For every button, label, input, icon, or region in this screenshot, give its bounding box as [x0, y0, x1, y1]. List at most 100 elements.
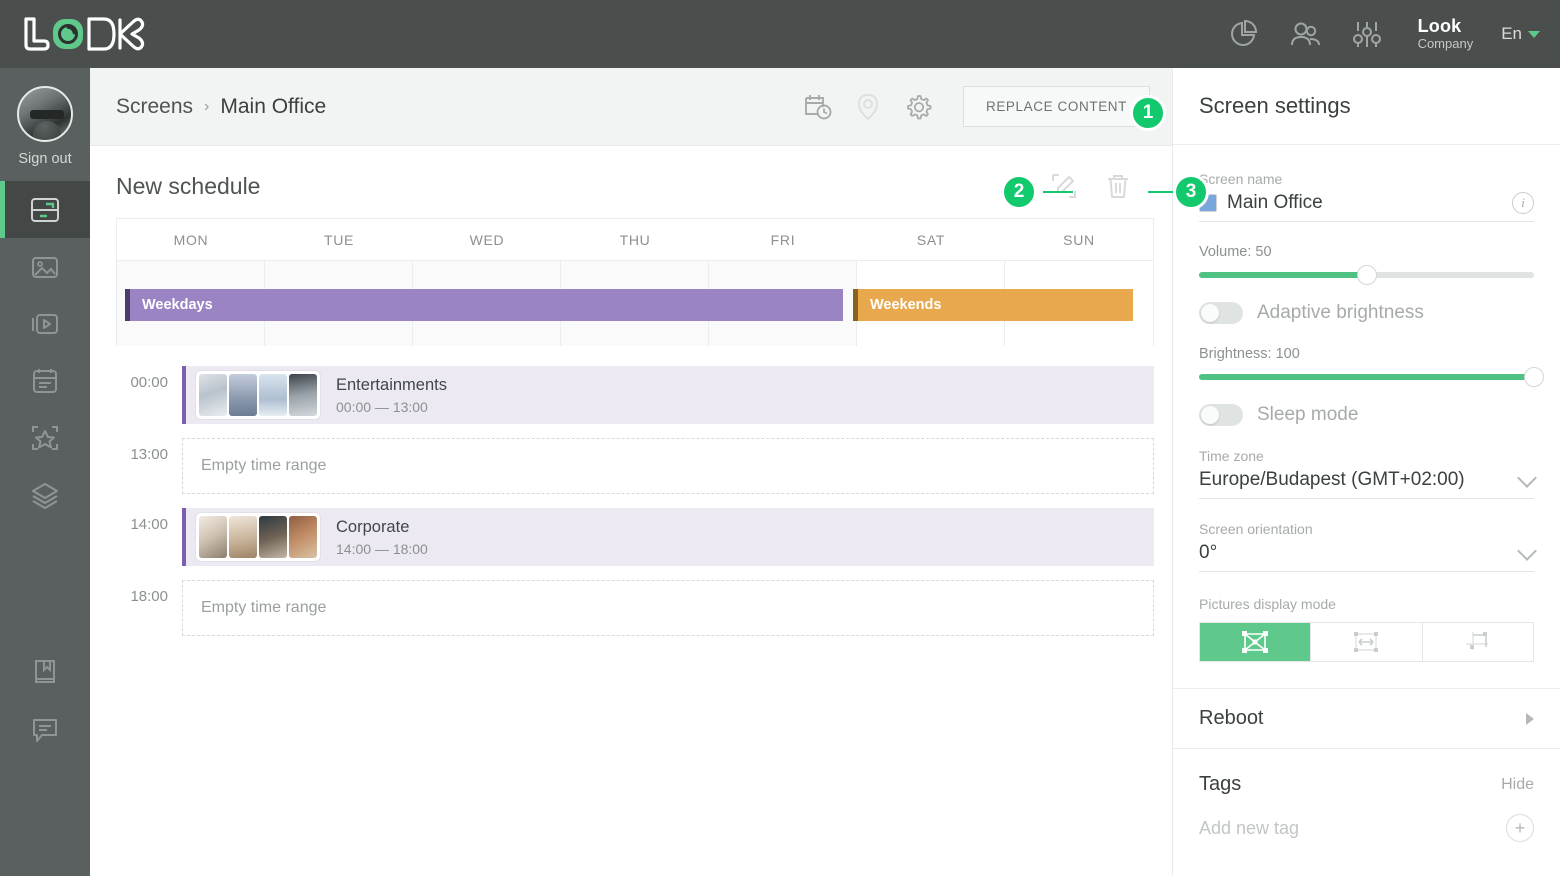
mode-stretch-button[interactable] — [1200, 623, 1312, 661]
orientation-value: 0° — [1199, 542, 1218, 563]
mode-fit-width-button[interactable] — [1311, 623, 1423, 661]
sidebar-item-apps[interactable] — [0, 409, 90, 466]
breadcrumb-separator: › — [204, 97, 210, 115]
thumbnail — [229, 516, 257, 558]
book-icon — [35, 659, 55, 683]
timeline-body: Entertainments 00:00 — 13:00 — [182, 366, 1154, 424]
volume-block: Volume: 50 — [1199, 244, 1534, 285]
brightness-slider-knob[interactable] — [1524, 367, 1544, 387]
badge-3-line — [1148, 191, 1180, 193]
avatar[interactable] — [17, 86, 73, 142]
content-meta: Entertainments 00:00 — 13:00 — [336, 376, 447, 415]
content-name: Entertainments — [336, 375, 447, 394]
volume-slider-knob[interactable] — [1356, 265, 1377, 285]
sidebar-item-guide[interactable] — [0, 643, 90, 700]
screen-settings-panel: Screen settings Screen name Main Office … — [1172, 68, 1560, 876]
calendar-clock-icon[interactable] — [803, 92, 833, 122]
orientation-block: Screen orientation 0° — [1199, 521, 1537, 572]
brightness-label: Brightness: 100 — [1199, 346, 1300, 362]
language-selector[interactable]: En — [1501, 24, 1540, 44]
week-calendar: MON TUE WED THU FRI SAT SUN Weekday — [116, 218, 1154, 346]
schedule-actions — [1050, 172, 1146, 200]
screen-name-field[interactable]: Main Office i — [1199, 192, 1534, 222]
image-icon — [32, 256, 58, 278]
toggle-switch[interactable] — [1199, 302, 1243, 324]
sleep-mode-label: Sleep mode — [1257, 404, 1359, 425]
content-time-range: 14:00 — 18:00 — [336, 540, 428, 557]
delete-trash-icon[interactable] — [1104, 172, 1132, 200]
screen-settings-body: Screen name Main Office i Volume: 50 Ada… — [1173, 145, 1560, 662]
edit-pencil-icon[interactable] — [1050, 172, 1078, 200]
thumbnail — [229, 374, 257, 416]
timeline-row: 13:00 Empty time range — [116, 438, 1154, 494]
gear-icon[interactable] — [903, 92, 933, 122]
screen-name-input[interactable]: Main Office — [1227, 192, 1323, 213]
reboot-section[interactable]: Reboot — [1173, 689, 1560, 749]
content-card-corporate[interactable]: Corporate 14:00 — 18:00 — [182, 508, 1154, 566]
adaptive-brightness-toggle[interactable]: Adaptive brightness — [1199, 302, 1534, 324]
analytics-icon[interactable] — [1226, 17, 1260, 51]
empty-time-range-slot[interactable]: Empty time range — [182, 438, 1154, 494]
timezone-value: Europe/Budapest (GMT+02:00) — [1199, 469, 1465, 490]
sliders-icon[interactable] — [1350, 17, 1384, 51]
volume-label: Volume: 50 — [1199, 244, 1272, 260]
chevron-right-icon — [1526, 712, 1534, 725]
timezone-label: Time zone — [1199, 448, 1264, 464]
mode-crop-button[interactable] — [1422, 623, 1533, 661]
sidebar-item-layers[interactable] — [0, 466, 90, 523]
brightness-slider[interactable] — [1199, 367, 1544, 387]
star-frame-icon — [32, 425, 58, 450]
users-icon[interactable] — [1288, 17, 1322, 51]
timezone-select[interactable]: Europe/Budapest (GMT+02:00) — [1199, 467, 1537, 499]
timeline-body: Corporate 14:00 — 18:00 — [182, 508, 1154, 566]
top-bar: Look Company En — [0, 0, 1560, 68]
thumbnail — [259, 516, 287, 558]
day-header-sun: SUN — [1063, 231, 1095, 248]
badge-2-line — [1043, 191, 1073, 193]
volume-slider[interactable] — [1199, 265, 1534, 285]
breadcrumb-root[interactable]: Screens — [116, 94, 194, 118]
orientation-select[interactable]: 0° — [1199, 540, 1537, 572]
day-header-mon: MON — [173, 231, 209, 248]
screen-icon — [31, 197, 59, 222]
location-pin-icon[interactable] — [853, 92, 883, 122]
chevron-down-icon — [1517, 540, 1537, 561]
add-tag-plus-icon[interactable]: + — [1506, 814, 1534, 842]
tags-hide-button[interactable]: Hide — [1501, 775, 1534, 793]
sleep-mode-toggle[interactable]: Sleep mode — [1199, 404, 1534, 426]
event-bar-weekends[interactable]: Weekends — [853, 289, 1133, 321]
sign-out-label[interactable]: Sign out — [18, 151, 72, 167]
content-card-entertainments[interactable]: Entertainments 00:00 — 13:00 — [182, 366, 1154, 424]
schedule-timeline: 00:00 Entertainments 00:00 — 13:00 — [116, 366, 1154, 636]
day-header-fri: FRI — [770, 231, 796, 248]
add-tag-input[interactable]: Add new tag — [1199, 817, 1300, 838]
sidebar-item-support[interactable] — [0, 700, 90, 757]
replace-content-button[interactable]: REPLACE CONTENT — [962, 86, 1150, 127]
sidebar-item-images[interactable] — [0, 238, 90, 295]
profile-block[interactable]: Sign out — [0, 68, 90, 167]
content-time-range: 00:00 — 13:00 — [336, 398, 428, 415]
language-label: En — [1501, 24, 1522, 43]
badge-2: 2 — [1001, 174, 1037, 210]
timeline-time: 00:00 — [130, 374, 168, 391]
look-logo[interactable] — [22, 15, 154, 53]
empty-time-range-slot[interactable]: Empty time range — [182, 580, 1154, 636]
panel-divider — [1173, 688, 1560, 689]
sidebar-item-schedules[interactable] — [0, 352, 90, 409]
add-tag-row[interactable]: Add new tag + — [1199, 814, 1534, 842]
timezone-block: Time zone Europe/Budapest (GMT+02:00) — [1199, 448, 1537, 499]
event-bar-weekdays[interactable]: Weekdays — [125, 289, 843, 321]
day-header-tue: TUE — [323, 231, 355, 248]
content-name: Corporate — [336, 517, 410, 536]
page-title: Screen settings — [1199, 93, 1351, 118]
crop-icon — [1465, 632, 1488, 650]
company-info[interactable]: Look Company — [1418, 16, 1474, 52]
day-header-wed: WED — [469, 231, 505, 248]
sidebar-item-screens[interactable] — [0, 181, 90, 238]
sidebar-item-playlists[interactable] — [0, 295, 90, 352]
toggle-switch[interactable] — [1199, 404, 1243, 426]
info-icon[interactable]: i — [1512, 192, 1534, 214]
schedule-header: New schedule — [90, 146, 1172, 200]
pictures-display-mode-label: Pictures display mode — [1199, 596, 1336, 612]
